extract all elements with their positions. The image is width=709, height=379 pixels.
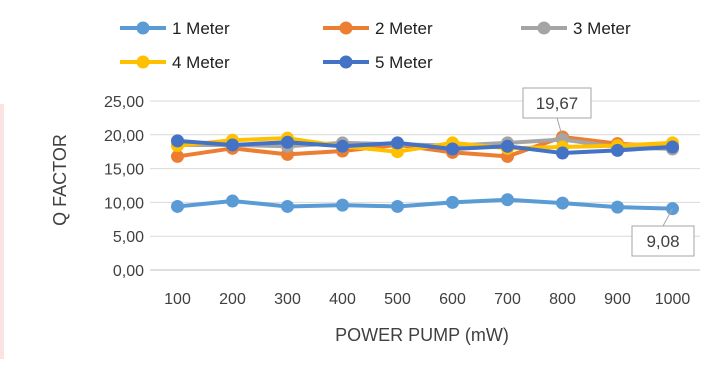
x-tick-label: 600 bbox=[439, 291, 466, 308]
data-point bbox=[666, 140, 679, 154]
data-point bbox=[556, 146, 569, 160]
data-point bbox=[501, 139, 514, 153]
data-point bbox=[501, 193, 514, 207]
x-tick-label: 900 bbox=[604, 291, 631, 308]
callout-label: 19,67 bbox=[536, 94, 579, 113]
data-point bbox=[171, 199, 184, 213]
data-point bbox=[171, 134, 184, 148]
legend-label: 3 Meter bbox=[573, 19, 631, 38]
plot-series bbox=[171, 130, 679, 216]
y-tick-label: 10,00 bbox=[104, 195, 144, 212]
x-tick-label: 800 bbox=[549, 291, 576, 308]
y-tick-label: 0,00 bbox=[113, 263, 144, 280]
legend-item: 3 Meter bbox=[521, 19, 631, 38]
legend-swatch-marker bbox=[537, 21, 551, 35]
data-point bbox=[446, 195, 459, 209]
data-point bbox=[226, 138, 239, 152]
series-line bbox=[177, 197, 673, 211]
data-point bbox=[391, 199, 404, 213]
y-tick-label: 5,00 bbox=[113, 229, 144, 246]
legend-swatch-marker bbox=[339, 21, 353, 35]
callout-box bbox=[631, 225, 695, 257]
data-point bbox=[281, 199, 294, 213]
data-point bbox=[446, 142, 459, 156]
legend-label: 4 Meter bbox=[172, 53, 230, 72]
series-1 bbox=[171, 193, 679, 216]
callout-box bbox=[522, 87, 592, 119]
callout-label: 9,08 bbox=[646, 232, 679, 251]
series-5 bbox=[171, 134, 679, 160]
series-line bbox=[177, 138, 673, 156]
x-axis-title: POWER PUMP (mW) bbox=[335, 325, 509, 345]
x-tick-label: 100 bbox=[164, 291, 191, 308]
data-point bbox=[391, 136, 404, 150]
callout-leader bbox=[662, 208, 673, 227]
legend-item: 1 Meter bbox=[120, 19, 230, 38]
legend-label: 2 Meter bbox=[375, 19, 433, 38]
gridlines bbox=[150, 100, 700, 271]
data-point bbox=[336, 198, 349, 212]
x-tick-label: 300 bbox=[274, 291, 301, 308]
callout-leader bbox=[556, 117, 563, 138]
data-callout: 9,08 bbox=[631, 208, 695, 257]
data-point bbox=[281, 135, 294, 149]
data-point bbox=[556, 196, 569, 210]
y-axis-title: Q FACTOR bbox=[50, 134, 70, 226]
legend-item: 5 Meter bbox=[323, 53, 433, 72]
data-point bbox=[171, 149, 184, 163]
legend-swatch-marker bbox=[136, 55, 150, 69]
data-point bbox=[611, 143, 624, 157]
y-tick-label: 20,00 bbox=[104, 128, 144, 145]
data-callouts: 19,67 9,08 bbox=[522, 87, 695, 257]
x-tick-label: 500 bbox=[384, 291, 411, 308]
legend-item: 2 Meter bbox=[323, 19, 433, 38]
legend-label: 1 Meter bbox=[172, 19, 230, 38]
y-axis-ticks: 0,00 5,00 10,00 15,00 20,00 25,00 bbox=[104, 94, 144, 280]
legend: 1 Meter 2 Meter 3 Meter 4 Meter 5 Meter bbox=[120, 19, 631, 72]
data-point bbox=[336, 139, 349, 153]
data-point bbox=[611, 200, 624, 214]
legend-swatch-marker bbox=[339, 55, 353, 69]
legend-swatch-marker bbox=[136, 21, 150, 35]
x-tick-label: 700 bbox=[494, 291, 521, 308]
legend-label: 5 Meter bbox=[375, 53, 433, 72]
page-edge-strip bbox=[0, 104, 4, 359]
legend-item: 4 Meter bbox=[120, 53, 230, 72]
x-tick-label: 400 bbox=[329, 291, 356, 308]
x-tick-label: 200 bbox=[219, 291, 246, 308]
data-point bbox=[226, 194, 239, 208]
y-tick-label: 25,00 bbox=[104, 94, 144, 111]
x-tick-label: 1000 bbox=[655, 291, 691, 308]
data-callout: 19,67 bbox=[522, 87, 592, 138]
x-axis-ticks: 100 200 300 400 500 600 700 800 900 1000 bbox=[164, 291, 690, 308]
y-tick-label: 15,00 bbox=[104, 162, 144, 179]
